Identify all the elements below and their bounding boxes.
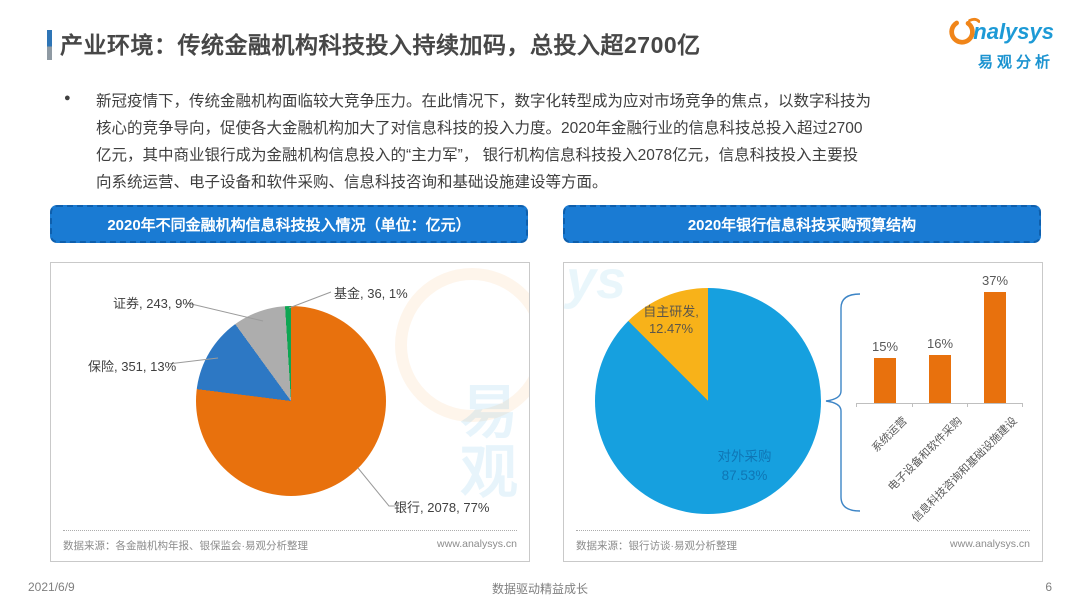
page-title: 产业环境：传统金融机构科技投入持续加码，总投入超2700亿 (60, 32, 701, 58)
watermark-ring (395, 268, 529, 422)
finance-pie-chart (196, 306, 386, 496)
bar-column: 16% (910, 336, 970, 403)
bar-value-label: 16% (926, 336, 954, 351)
logo-brand-cn: 易观分析 (977, 54, 1054, 71)
watermark-script: ys (566, 262, 627, 310)
left-source-row: 数据来源：各金融机构年报、银保监会·易观分析整理 www.analysys.cn (63, 530, 517, 553)
footer-date: 2021/6/9 (28, 580, 75, 594)
watermark-text: 易观 (459, 380, 518, 505)
summary-line: 新冠疫情下，传统金融机构面临较大竞争压力。在此情况下，数字化转型成为应对市场竞争… (96, 93, 872, 110)
bar-axis (856, 403, 1023, 404)
right-source-row: 数据来源：银行访谈·易观分析整理 www.analysys.cn (576, 530, 1030, 553)
bar-column: 15% (855, 339, 915, 403)
bar-category-label: 系统运营 (870, 415, 910, 455)
bar-system-ops (874, 358, 896, 403)
footer-page-number: 6 (1045, 580, 1052, 594)
slide-footer: 2021/6/9 数据驱动精益成长 6 (0, 580, 1080, 598)
summary-line: 核心的竞争导向，促使各大金融机构加大了对信息科技的投入力度。2020年金融行业的… (96, 120, 863, 137)
right-chart-panel: ys 自主研发, 12.47% 对外采购 87.53% 15% 16% 3 (563, 262, 1043, 562)
summary-line: 向系统运营、电子设备和软件采购、信息科技咨询和基础设施建设等方面。 (96, 174, 608, 191)
summary-paragraph: 新冠疫情下，传统金融机构面临较大竞争压力。在此情况下，数字化转型成为应对市场竞争… (96, 88, 1026, 196)
bar-column: 37% (965, 273, 1025, 403)
logo-swirl-icon (946, 12, 981, 51)
right-site-text: www.analysys.cn (950, 538, 1030, 550)
procurement-pie-chart (595, 288, 821, 514)
right-source-text: 数据来源：银行访谈·易观分析整理 (576, 540, 737, 552)
bullet-icon: ● (64, 92, 71, 104)
pie-label-banks: 银行, 2078, 77% (394, 500, 490, 515)
pie-label-insurance: 保险, 351, 13% (88, 359, 177, 374)
analysys-logo: nalysys 易观分析 (924, 12, 1054, 72)
logo-brand-text: nalysys (973, 18, 1054, 44)
axis-tick (912, 403, 913, 407)
pie-label-funds: 基金, 36, 1% (334, 286, 408, 301)
axis-tick (856, 403, 857, 407)
bar-value-label: 15% (871, 339, 899, 354)
left-source-text: 数据来源：各金融机构年报、银保监会·易观分析整理 (63, 540, 308, 552)
bar-hardware-software (929, 355, 951, 403)
pie-label-securities: 证券, 243, 9% (113, 296, 194, 311)
bar-value-label: 37% (981, 273, 1009, 288)
title-accent-bar (47, 30, 52, 60)
bar-consulting-infra (984, 292, 1006, 403)
summary-line: 亿元，其中商业银行成为金融机构信息投入的“主力军”， 银行机构信息科技投入207… (96, 147, 859, 164)
right-chart-title: 2020年银行信息科技采购预算结构 (563, 205, 1041, 243)
left-chart-title: 2020年不同金融机构信息科技投入情况（单位：亿元） (50, 205, 528, 243)
bar-category-label: 信息科技咨询和基础设施建设 (910, 415, 1020, 525)
footer-slogan: 数据驱动精益成长 (491, 582, 588, 596)
left-site-text: www.analysys.cn (437, 538, 517, 550)
axis-tick (967, 403, 968, 407)
left-chart-panel: 易观 证券, 243, 9% 基金, 36, 1% 保险, 351, 13% 银… (50, 262, 530, 562)
pie-label-inhouse: 自主研发, 12.47% (643, 304, 699, 336)
axis-tick (1022, 403, 1023, 407)
pie-label-external: 对外采购 87.53% (717, 449, 772, 483)
